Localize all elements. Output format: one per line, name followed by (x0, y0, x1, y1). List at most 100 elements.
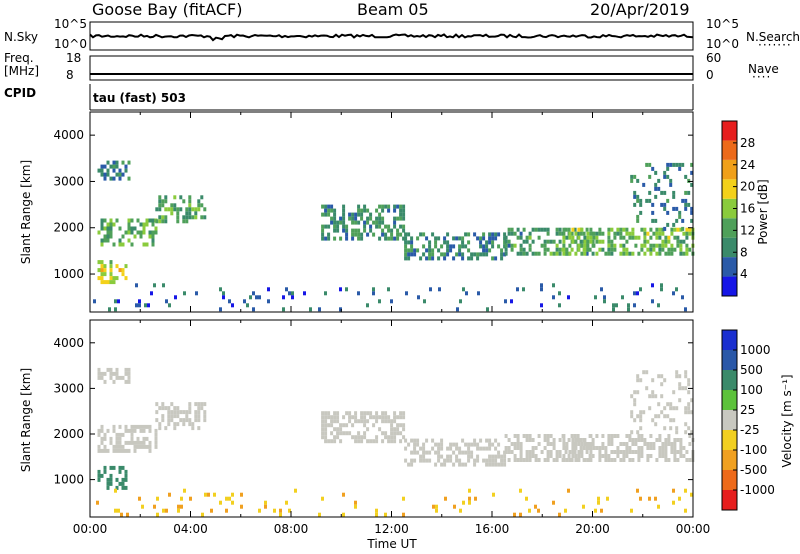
heatmap-cell (663, 414, 667, 419)
heatmap-cell (485, 252, 489, 257)
heatmap-cell (646, 446, 650, 450)
heatmap-cell (425, 450, 429, 455)
cpid-label: CPID (4, 86, 37, 100)
heatmap-cell (649, 446, 653, 450)
heatmap-cell (630, 508, 633, 513)
heatmap-cell (583, 239, 587, 244)
heatmap-cell (628, 235, 632, 240)
heatmap-cell (366, 232, 370, 237)
x-axis-label: Time UT (367, 537, 417, 551)
heatmap-cell (681, 162, 685, 167)
heatmap-cell (552, 295, 555, 300)
heatmap-cell (378, 415, 382, 420)
heatmap-cell (468, 488, 471, 493)
heatmap-cell (543, 446, 547, 450)
heatmap-cell (646, 442, 650, 446)
heatmap-cell (197, 199, 201, 204)
heatmap-cell (673, 446, 677, 450)
heatmap-cell (219, 287, 222, 292)
heatmap-cell (619, 243, 623, 248)
heatmap-cell (345, 431, 349, 436)
velocity-colorbar-segment (722, 450, 737, 470)
heatmap-cell (576, 434, 580, 438)
heatmap-cell (396, 204, 400, 209)
heatmap-cell (681, 386, 685, 391)
heatmap-cell (118, 226, 122, 231)
heatmap-cell (591, 251, 595, 256)
heatmap-cell (648, 174, 652, 179)
heatmap-cell (651, 394, 655, 399)
heatmap-cell (416, 450, 420, 455)
heatmap-cell (410, 462, 414, 467)
heatmap-cell (145, 436, 149, 441)
heatmap-cell (461, 236, 465, 241)
heatmap-cell (687, 410, 691, 415)
heatmap-cell (176, 422, 180, 427)
heatmap-cell (156, 512, 159, 517)
heatmap-cell (138, 496, 141, 501)
heatmap-cell (543, 438, 547, 442)
heatmap-cell (673, 458, 677, 462)
heatmap-cell (492, 492, 495, 497)
power-colorbar-segment (722, 237, 737, 258)
heatmap-cell (672, 194, 676, 199)
heatmap-cell (476, 256, 480, 261)
heatmap-cell (577, 227, 581, 232)
heatmap-cell (387, 419, 391, 424)
heatmap-cell (690, 430, 694, 435)
heatmap-cell (127, 218, 131, 223)
heatmap-cell (342, 492, 345, 497)
heatmap-cell (453, 504, 456, 509)
heatmap-cell (127, 367, 131, 372)
heatmap-cell (145, 444, 149, 449)
heatmap-cell (407, 252, 411, 257)
heatmap-cell (285, 287, 288, 292)
heatmap-cell (130, 436, 134, 441)
velocity-heatmap-cells (96, 367, 695, 517)
heatmap-cell (127, 371, 131, 376)
heatmap-cell (684, 202, 688, 207)
heatmap-cell (621, 295, 624, 300)
heatmap-cell (258, 508, 261, 513)
heatmap-cell (546, 239, 550, 244)
heatmap-cell (324, 419, 328, 424)
heatmap-cell (194, 211, 198, 216)
heatmap-cell (393, 236, 397, 241)
heatmap-cell (488, 454, 492, 459)
heatmap-cell (336, 220, 340, 225)
heatmap-cell (357, 236, 361, 241)
heatmap-cell (522, 239, 526, 244)
heatmap-cell (351, 220, 355, 225)
heatmap-cell (531, 227, 535, 232)
heatmap-cell (435, 508, 438, 513)
heatmap-cell (416, 438, 420, 443)
heatmap-cell (161, 215, 165, 220)
heatmap-cell (675, 218, 679, 223)
heatmap-cell (664, 446, 668, 450)
heatmap-cell (510, 231, 514, 236)
heatmap-cell (642, 182, 646, 187)
heatmap-cell (321, 232, 325, 237)
heatmap-cell (366, 216, 370, 221)
heatmap-cell (579, 446, 583, 450)
heatmap-cell (500, 248, 504, 253)
heatmap-cell (639, 378, 643, 383)
heatmap-cell (685, 251, 689, 256)
heatmap-cell (497, 454, 501, 459)
heatmap-cell (142, 428, 146, 433)
heatmap-cell (634, 450, 638, 454)
heatmap-cell (363, 415, 367, 420)
heatmap-cell (494, 232, 498, 237)
heatmap-cell (136, 436, 140, 441)
heatmap-cell (127, 226, 131, 231)
heatmap-cell (252, 291, 255, 296)
heatmap-cell (583, 243, 587, 248)
heatmap-cell (96, 500, 99, 505)
heatmap-cell (443, 240, 447, 245)
heatmap-cell (327, 423, 331, 428)
heatmap-cell (513, 512, 516, 517)
velocity-colorbar-segment (722, 410, 737, 430)
freq-unit-label: [MHz] (4, 64, 40, 78)
heatmap-cell (467, 458, 471, 463)
heatmap-cell (461, 252, 465, 257)
